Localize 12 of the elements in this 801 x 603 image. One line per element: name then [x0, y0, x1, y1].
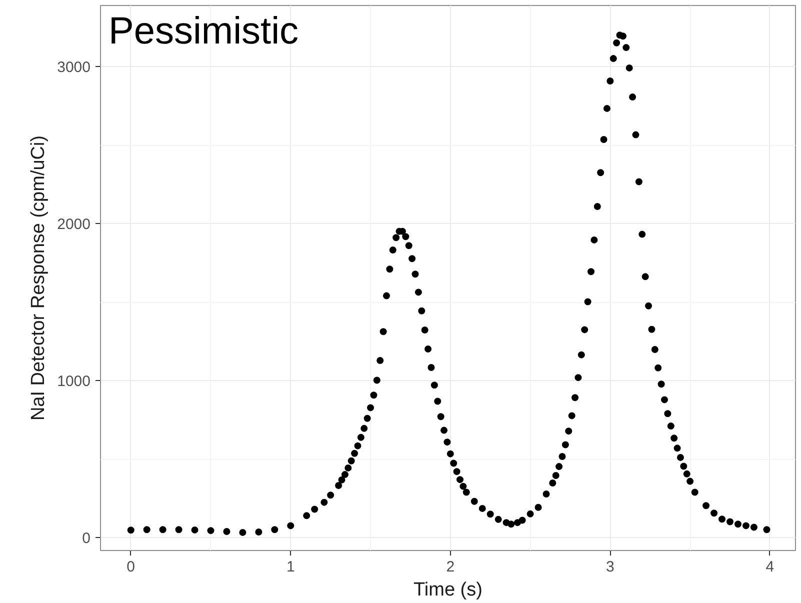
annotation: Pessimistic: [108, 10, 299, 52]
y-tick-label: 2000: [57, 216, 91, 234]
x-tick-label: 3: [606, 558, 614, 576]
y-tick-label: 3000: [57, 59, 91, 76]
x-axis-title: Time (s): [414, 580, 482, 600]
x-tick-label: 2: [446, 558, 455, 576]
y-tick-label: 1000: [57, 373, 91, 390]
x-tick-label: 1: [286, 558, 295, 576]
y-axis-title: NaI Detector Response (cpm/uCi): [28, 135, 50, 421]
x-tick-label: 4: [766, 558, 774, 576]
x-tick-label: 0: [126, 558, 136, 576]
y-tick-label: 0: [82, 530, 90, 547]
